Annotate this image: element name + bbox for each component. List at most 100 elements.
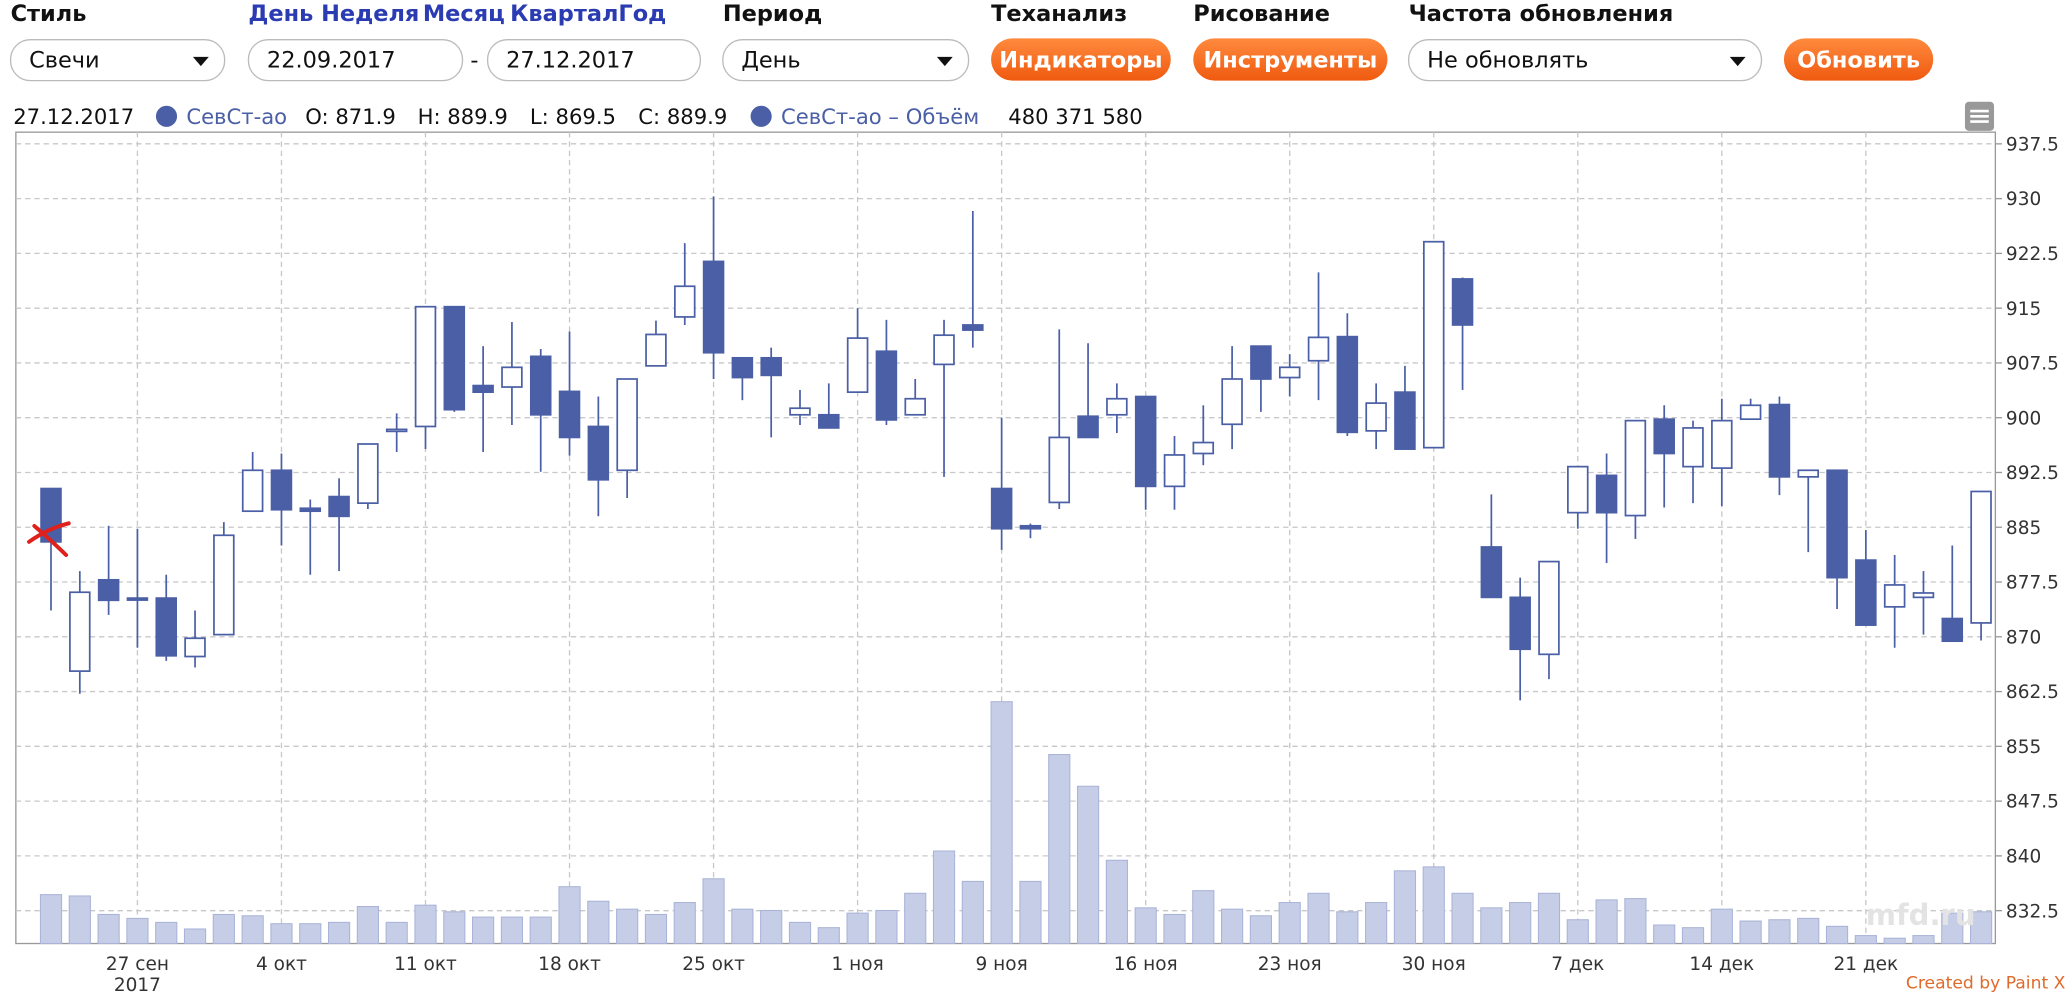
volume-bar — [1509, 902, 1532, 945]
candle-body — [1739, 404, 1762, 421]
volume-bar — [1595, 899, 1618, 945]
candle-body — [1855, 559, 1877, 626]
y-tick-label: 885 — [2006, 518, 2041, 539]
select-arrow[interactable] — [1729, 56, 1746, 67]
refresh-label: Частота обновления — [1409, 1, 1674, 27]
candle-body — [1682, 427, 1704, 468]
candle-body — [1653, 418, 1675, 455]
volume-bar — [1797, 917, 1820, 945]
refresh-select[interactable]: Не обновлять — [1407, 39, 1763, 82]
candle-body — [270, 469, 293, 511]
select-box[interactable] — [9, 39, 226, 82]
volume-bar — [1883, 937, 1906, 945]
y-tick-label: 855 — [2006, 737, 2041, 758]
volume-bar — [731, 908, 754, 945]
y-tick-label: 840 — [2006, 846, 2041, 867]
legend-values: O: 871.9 H: 889.9 L: 869.5 C: 889.9 — [305, 104, 727, 129]
input-value[interactable]: 27.12.2017 — [506, 47, 635, 73]
x-tick-label: 1 ноя — [832, 954, 884, 975]
volume-bar — [1969, 911, 1993, 945]
candle-body — [818, 413, 840, 429]
volume-bar — [1768, 919, 1791, 945]
legend-item: O: 871.9 — [305, 104, 396, 129]
volume-bar — [846, 912, 869, 945]
legend-volume-series: СевСт-ао – Объём — [781, 104, 979, 129]
select-arrow[interactable] — [192, 56, 209, 67]
chart-menu-icon[interactable] — [1964, 101, 1995, 131]
button-bg[interactable] — [1783, 38, 1934, 81]
x-tick-label: 11 окт — [394, 954, 457, 975]
input-box[interactable] — [247, 39, 464, 82]
period-link[interactable]: День — [248, 1, 313, 27]
legend-item: H: 889.9 — [418, 104, 508, 129]
volume-bar — [39, 894, 63, 945]
x-tick-label: 30 ноя — [1402, 954, 1466, 975]
volume-bar — [702, 878, 725, 945]
candle-body — [213, 534, 235, 636]
volume-bar — [1653, 924, 1676, 945]
input-value[interactable]: 22.09.2017 — [267, 47, 396, 73]
date-from[interactable]: 22.09.2017 — [247, 39, 464, 82]
candle-body — [1826, 469, 1848, 579]
volume-bar — [1019, 880, 1042, 945]
select-value[interactable]: День — [741, 47, 800, 73]
volume-bar — [1163, 913, 1186, 945]
period-select[interactable]: День — [722, 39, 970, 82]
candle-body — [1797, 469, 1820, 478]
candle-body — [501, 366, 523, 388]
volume-bar — [529, 916, 552, 945]
candle-body — [299, 507, 322, 513]
volume-bar — [932, 850, 956, 945]
date-to[interactable]: 27.12.2017 — [486, 39, 702, 82]
candle-body — [97, 578, 120, 602]
button-text[interactable]: Индикаторы — [999, 47, 1162, 73]
volume-bar — [1307, 892, 1330, 945]
icon-lines[interactable] — [1970, 109, 1989, 123]
select-value[interactable]: Свечи — [29, 47, 100, 73]
candle-body — [241, 469, 264, 513]
x-tick-label: 18 окт — [538, 954, 601, 975]
period-link[interactable]: Квартал — [510, 1, 618, 27]
button-text[interactable]: Обновить — [1797, 47, 1920, 73]
volume-bar — [990, 701, 1013, 945]
x-tick-label: 27 сен — [106, 954, 169, 975]
period-link[interactable]: Неделя — [321, 1, 419, 27]
volume-bar — [1624, 898, 1647, 945]
select-box[interactable] — [1407, 39, 1763, 82]
legend-swatch — [750, 105, 772, 127]
period-link[interactable]: Год — [618, 1, 666, 27]
select-box[interactable] — [722, 39, 970, 82]
candle-body — [1883, 584, 1906, 608]
volume-bar — [587, 900, 610, 945]
candle-body — [1019, 524, 1042, 530]
select-arrow[interactable] — [936, 56, 953, 67]
style-select[interactable]: Свечи — [9, 39, 226, 82]
candle-body — [1307, 336, 1330, 362]
refresh-button[interactable]: Обновить — [1783, 38, 1934, 81]
volume-bar — [1048, 754, 1071, 945]
volume-bar — [183, 928, 207, 945]
volume-bar — [385, 921, 408, 945]
candle-body — [1048, 436, 1071, 504]
candle-body — [1250, 345, 1272, 380]
button-text[interactable]: Инструменты — [1204, 47, 1378, 73]
tools-button[interactable]: Инструменты — [1193, 38, 1388, 81]
button-bg[interactable] — [991, 38, 1171, 81]
indicators-button[interactable]: Индикаторы — [991, 38, 1171, 81]
candle-body — [702, 260, 725, 354]
legend-series: СевСт-ао — [186, 104, 287, 129]
input-box[interactable] — [486, 39, 702, 82]
select-value[interactable]: Не обновлять — [1427, 47, 1588, 73]
legend-date: 27.12.2017 — [13, 104, 134, 129]
button-bg[interactable] — [1193, 38, 1388, 81]
style-label: Стиль — [11, 1, 87, 27]
candle-body — [1624, 419, 1647, 517]
volume-bar — [1941, 912, 1964, 945]
candle-body — [962, 324, 984, 331]
period-link[interactable]: Месяц — [423, 1, 505, 27]
candle-body — [1768, 403, 1791, 478]
volume-bar — [1105, 859, 1128, 945]
volume-bar — [270, 923, 293, 945]
candle-body — [1538, 560, 1560, 656]
